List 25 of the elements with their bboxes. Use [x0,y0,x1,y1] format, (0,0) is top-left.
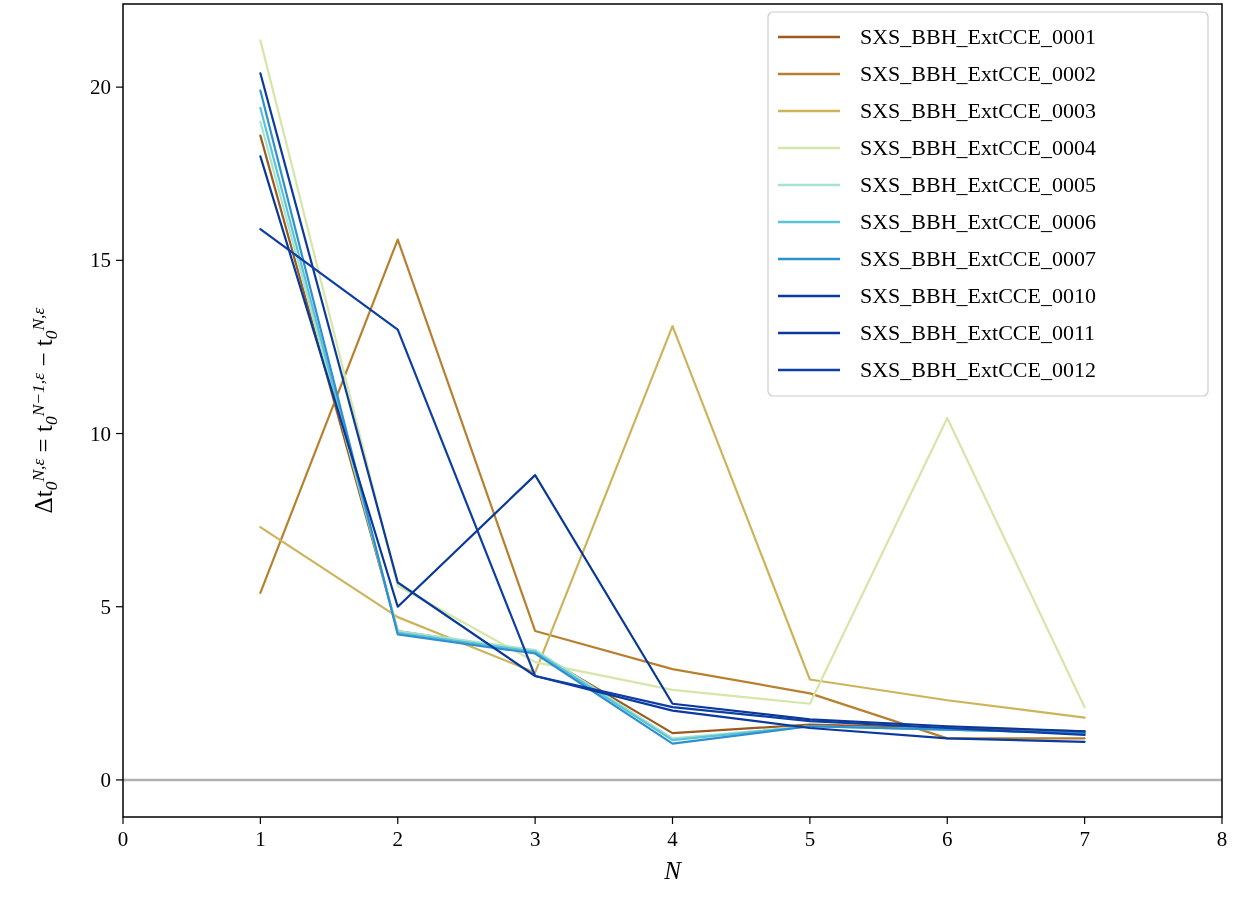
x-tick-label: 0 [117,827,129,851]
legend-label: SXS_BBH_ExtCCE_0002 [860,61,1096,86]
x-tick-label: 1 [255,827,266,851]
x-tick-label: 7 [1079,827,1090,851]
x-tick-label: 5 [804,827,816,851]
legend-label: SXS_BBH_ExtCCE_0005 [860,172,1096,197]
legend-label: SXS_BBH_ExtCCE_0006 [860,209,1096,234]
y-tick-label: 5 [100,594,111,619]
y-tick-label: 0 [100,767,111,792]
x-tick-label: 4 [667,827,679,851]
x-tick-label: 2 [392,827,403,851]
legend-label: SXS_BBH_ExtCCE_0001 [860,24,1096,49]
y-tick-label: 15 [90,248,111,273]
legend-label: SXS_BBH_ExtCCE_0004 [860,135,1096,160]
legend-label: SXS_BBH_ExtCCE_0007 [860,246,1096,271]
legend-label: SXS_BBH_ExtCCE_0011 [860,320,1096,345]
y-tick-label: 10 [90,421,111,446]
legend-label: SXS_BBH_ExtCCE_0010 [860,283,1096,308]
x-tick-label: 8 [1216,827,1228,851]
legend-label: SXS_BBH_ExtCCE_0012 [860,357,1096,382]
y-tick-label: 20 [90,75,111,100]
x-tick-label: 3 [529,827,541,851]
x-tick-label: 6 [942,827,953,851]
legend-label: SXS_BBH_ExtCCE_0003 [860,98,1096,123]
x-axis-title: N [663,857,683,884]
